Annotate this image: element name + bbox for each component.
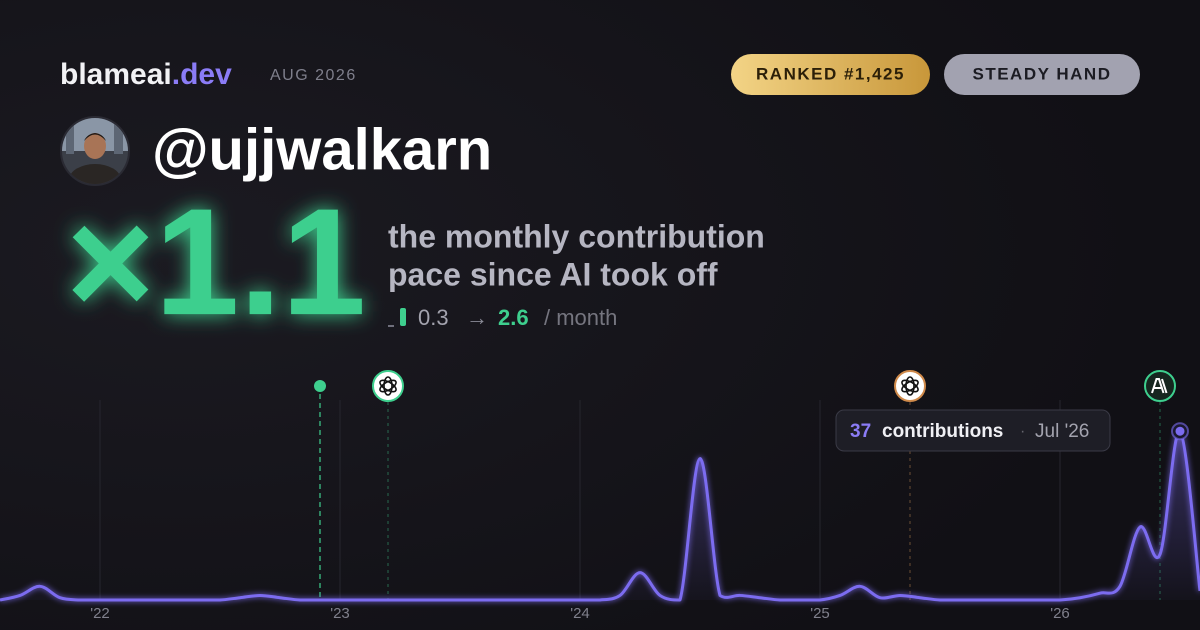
tooltip-label: contributions bbox=[882, 421, 1003, 442]
x-tick-label: '25 bbox=[810, 605, 830, 622]
badge-text: STEADY HAND bbox=[973, 64, 1112, 83]
username: @ujjwalkarn bbox=[152, 117, 492, 182]
date: AUG 2026 bbox=[270, 67, 357, 84]
from-value: 0.3 bbox=[418, 305, 449, 330]
mini-bars bbox=[388, 308, 406, 327]
tooltip-box bbox=[835, 409, 1111, 452]
brand: blameai.dev bbox=[60, 58, 232, 91]
badge bbox=[731, 54, 930, 95]
badge-text: RANKED #1,425 bbox=[756, 64, 905, 83]
to-value: 2.6 bbox=[498, 305, 529, 330]
x-tick-label: '26 bbox=[1050, 605, 1070, 622]
line bbox=[0, 429, 1200, 602]
badge bbox=[944, 54, 1140, 95]
tooltip-separator: · bbox=[1020, 423, 1025, 440]
grid: '22 '23 '24 '25 '26 bbox=[90, 400, 1070, 622]
x-tick-label: '22 bbox=[90, 605, 110, 622]
tooltip-date: Jul '26 bbox=[1035, 421, 1089, 442]
multiplier: ×1.1 bbox=[66, 177, 366, 347]
arrow: → bbox=[466, 305, 488, 330]
x-tick-label: '24 bbox=[570, 605, 590, 622]
brand-tld: .dev bbox=[172, 58, 232, 91]
tooltip-value: 37 bbox=[850, 421, 871, 442]
highlight-point bbox=[1175, 426, 1185, 436]
plot bbox=[0, 422, 1200, 602]
tooltip: 37 contributions · Jul '26 bbox=[835, 409, 1111, 452]
brand-name: blameai bbox=[60, 58, 172, 91]
caption-line: the monthly contribution bbox=[388, 218, 765, 254]
events bbox=[314, 370, 1176, 600]
caption-line: pace since AI took off bbox=[388, 256, 718, 292]
avatar bbox=[60, 116, 130, 186]
x-tick-label: '23 bbox=[330, 605, 350, 622]
unit: / month bbox=[544, 305, 617, 330]
